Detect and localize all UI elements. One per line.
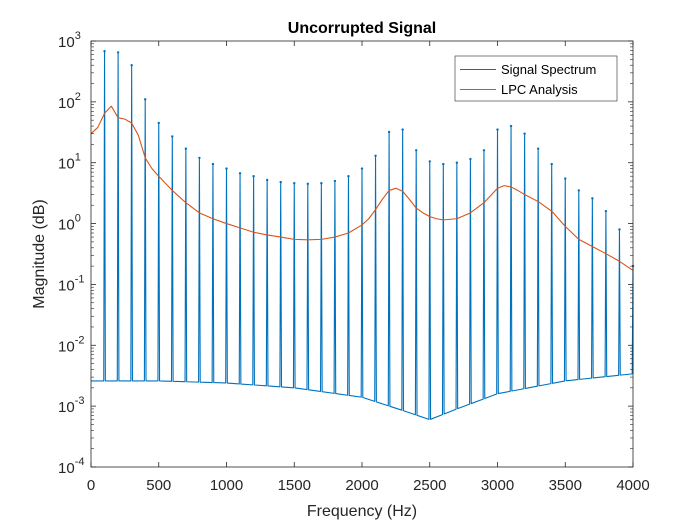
signal-spectrum-peak (374, 154, 377, 157)
signal-spectrum-peak (171, 135, 174, 138)
signal-spectrum-peak (103, 49, 106, 53)
x-tick-label: 3000 (481, 477, 514, 494)
y-tick-label: 10-1 (58, 273, 84, 294)
signal-spectrum-peak (550, 162, 553, 166)
signal-spectrum-peak (252, 175, 255, 178)
signal-spectrum-peak (320, 182, 323, 185)
signal-spectrum-peak (496, 128, 499, 131)
signal-spectrum-peak (198, 156, 201, 160)
signal-spectrum-peak (536, 147, 540, 150)
signal-spectrum-peak (360, 167, 364, 170)
signal-spectrum-peak (130, 64, 133, 67)
chart-title: Uncorrupted Signal (288, 20, 436, 37)
signal-spectrum-peak (482, 149, 486, 152)
x-tick-label: 3500 (549, 477, 582, 494)
y-tick-label: 10-3 (58, 395, 84, 416)
signal-spectrum-peak (509, 124, 513, 128)
y-tick-label: 10-2 (58, 334, 84, 355)
x-tick-label: 1500 (278, 477, 311, 494)
signal-spectrum-peak (401, 128, 404, 131)
y-tick-label: 10-4 (58, 456, 84, 477)
signal-spectrum-peak (428, 160, 431, 163)
signal-spectrum-peak (293, 182, 296, 185)
signal-spectrum-peak (591, 197, 594, 200)
signal-spectrum-peak (306, 182, 309, 186)
legend-label-lpc-analysis: LPC Analysis (501, 82, 578, 97)
y-tick-label: 100 (58, 213, 81, 234)
x-tick-label: 1000 (210, 477, 243, 494)
signal-spectrum-peak (604, 209, 608, 213)
signal-spectrum-peak (157, 121, 160, 125)
signal-spectrum-peak (265, 178, 269, 182)
signal-spectrum-peak (116, 51, 120, 54)
signal-spectrum-peak (333, 179, 337, 183)
legend: Signal Spectrum LPC Analysis (454, 55, 618, 102)
signal-spectrum-peak (455, 161, 459, 164)
signal-spectrum-peak (387, 130, 391, 134)
x-tick-label: 2000 (345, 477, 378, 494)
signal-spectrum-peak (618, 228, 621, 231)
signal-spectrum-peak (347, 175, 350, 178)
signal-spectrum-peak (184, 147, 188, 150)
x-tick-label: 0 (87, 477, 95, 494)
x-tick-label: 2500 (413, 477, 446, 494)
series-lpc-analysis-line (90, 105, 634, 271)
signal-spectrum-peak (523, 132, 526, 135)
signal-spectrum-peak (564, 177, 567, 180)
y-axis-ticks: 10-4 10-3 10-2 10-1 100 101 102 103 (58, 30, 633, 477)
x-tick-label: 4000 (616, 477, 649, 494)
signal-spectrum-peak (238, 172, 242, 175)
y-tick-label: 103 (58, 30, 81, 51)
signal-spectrum-peak (211, 162, 215, 166)
y-tick-label: 101 (58, 152, 81, 173)
legend-box (454, 55, 618, 102)
x-axis-ticks: 0 500 1000 1500 2000 2500 3000 3500 4000 (87, 41, 650, 494)
y-tick-label: 102 (58, 91, 81, 112)
y-axis-label: Magnitude (dB) (31, 199, 48, 308)
signal-spectrum-peak (415, 149, 418, 152)
series-layer (90, 49, 635, 420)
signal-spectrum-peak (442, 162, 445, 166)
signal-spectrum-peak (469, 157, 472, 161)
x-axis-label: Frequency (Hz) (307, 503, 417, 520)
legend-label-signal-spectrum: Signal Spectrum (501, 62, 596, 77)
x-tick-label: 500 (146, 477, 171, 494)
signal-spectrum-peak (225, 167, 228, 170)
signal-spectrum-peak (279, 180, 282, 184)
signal-spectrum-peak (144, 98, 147, 101)
signal-spectrum-peak (577, 189, 580, 192)
